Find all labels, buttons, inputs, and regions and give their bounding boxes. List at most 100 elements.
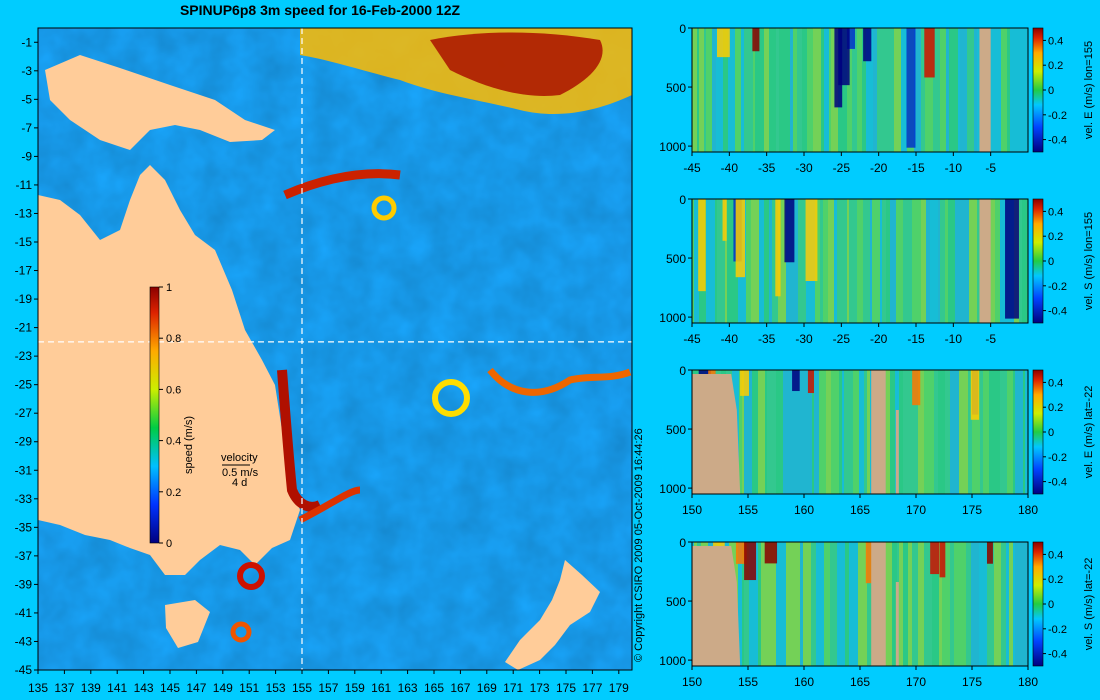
section-y-tick-label: 1000 [659,311,686,325]
section-stripe [812,370,814,494]
section-stripe [950,370,959,494]
section-stripe [857,199,863,323]
section-colorbar-label: vel. E (m/s) lon=155 [1083,41,1095,139]
map-y-tick-label: -45 [15,663,33,677]
section-x-tick-label: 170 [906,503,926,517]
section-panel: 150 155 160 165 170 175 180 0 500 1000 0.4 0.2 0 -0.2… [659,364,1095,517]
map-y-tick-label: -21 [15,321,33,335]
section-stripe [769,199,772,323]
section-feature [846,28,856,49]
section-stripe [867,370,870,494]
section-stripe [764,28,769,152]
section-stripe [838,28,847,152]
section-stripe [948,199,955,323]
section-y-tick-label: 0 [679,193,686,207]
section-x-tick-label: 175 [962,675,982,689]
section-stripe [927,28,933,152]
section-y-tick-label: 0 [679,536,686,550]
section-stripe [765,370,767,494]
section-stripe [749,542,758,666]
section-feature [1005,199,1019,319]
section-stripe [772,542,776,666]
section-colorbar-label: vel. S (m/s) lon=155 [1083,212,1095,310]
map-eddy-ring-4 [371,195,397,221]
section-stripe [741,28,744,152]
section-stripe [1025,370,1028,494]
section-x-tick-label: -20 [870,161,888,175]
section-colorbar-tick-label: -0.2 [1048,624,1067,636]
section-colorbar-tick-label: 0.2 [1048,60,1063,72]
section-stripe [847,199,849,323]
section-stripe [826,370,831,494]
section-stripe [799,28,802,152]
section-stripe [790,28,793,152]
section-stripe [849,199,857,323]
section-stripe [767,370,776,494]
section-stripe [799,370,805,494]
section-x-tick-label: 180 [1018,675,1038,689]
section-stripe [950,542,954,666]
section-feature [986,542,993,564]
section-stripe [858,542,867,666]
section-colorbar-label: vel. S (m/s) lat=-22 [1083,558,1095,651]
section-stripe [989,199,995,323]
section-stripe [831,370,839,494]
map-x-tick-label: 163 [398,681,418,695]
section-colorbar-tick-label: 0.4 [1048,206,1063,218]
map-equatorial-core [430,32,603,96]
map-x-tick-label: 151 [239,681,259,695]
section-stripe [742,542,744,666]
section-x-tick-label: 160 [794,675,814,689]
section-stripe [766,199,769,323]
map-y-tick-label: -17 [15,264,33,278]
section-stripe [992,370,1000,494]
section-stripe [1019,199,1022,323]
section-stripe [759,199,764,323]
map-eddy-tasman [298,486,361,524]
section-feature [744,542,757,581]
section-feature [775,199,781,297]
map-x-tick-label: 171 [503,681,523,695]
section-x-tick-label: -35 [758,161,776,175]
section-stripe [959,370,968,494]
section-stripe [1010,28,1018,152]
section-stripe [727,199,733,323]
section-x-tick-label: 175 [962,503,982,517]
section-colorbar-tick-label: -0.4 [1048,306,1067,318]
section-stripe [974,28,977,152]
section-stripe [738,542,742,666]
section-stripe [894,28,901,152]
section-stripe [853,542,858,666]
section-stripe [867,542,873,666]
map-x-tick-label: 177 [582,681,602,695]
section-stripe [764,199,766,323]
map-x-axis: 135 137 139 141 143 145 147 149 151 153 155 157 159 1… [28,670,629,695]
section-stripe [925,28,927,152]
section-feature [764,542,778,564]
section-stripe [926,199,930,323]
section-stripe [857,28,862,152]
section-stripe [926,370,934,494]
map-x-tick-label: 145 [160,681,180,695]
section-stripe [1007,370,1013,494]
section-stripe [940,28,946,152]
section-stripe [983,370,989,494]
section-stripe [847,28,852,152]
section-stripe [712,28,716,152]
section-stripe [924,370,926,494]
section-stripe [839,370,842,494]
section-stripe [1001,542,1006,666]
section-stripe [807,28,813,152]
section-stripe [791,199,798,323]
map-x-tick-label: 159 [345,681,365,695]
section-feature [970,370,980,420]
map-x-tick-label: 141 [107,681,127,695]
section-stripe [872,199,880,323]
section-x-tick-label: -15 [907,161,925,175]
section-colorbar-tick-label: -0.2 [1048,281,1067,293]
section-stripe [772,199,778,323]
section-feature [912,370,921,406]
section-stripe [692,199,694,323]
section-stripe [892,542,897,666]
section-stripe [989,370,992,494]
